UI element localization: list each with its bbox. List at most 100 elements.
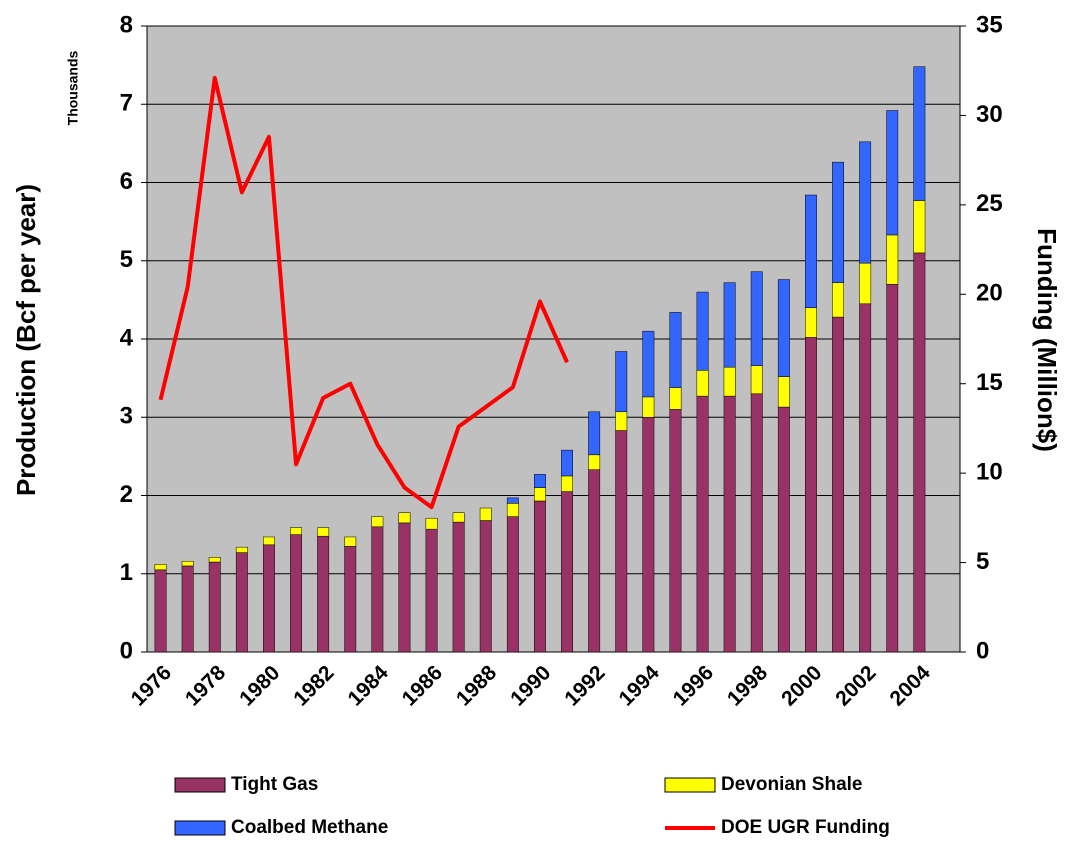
bar-segment [208, 557, 221, 563]
y-unit-label: Thousands [65, 50, 81, 125]
x-tick-label: 1978 [181, 661, 231, 711]
x-tick-label: 1994 [615, 661, 665, 711]
bar-segment [235, 546, 248, 553]
bar-segment [615, 411, 628, 431]
bar-segment [913, 66, 926, 201]
bar-segment [452, 521, 465, 653]
x-tick-label: 2000 [777, 661, 826, 710]
bar-segment [371, 526, 384, 653]
bar-segment [344, 536, 357, 547]
bar-segment [534, 500, 546, 653]
x-tick-label: 1982 [289, 661, 338, 710]
bar-segment [777, 279, 790, 377]
bar-segment [588, 454, 601, 470]
y2-tick-label: 0 [976, 637, 989, 664]
bar-segment [615, 351, 628, 413]
bar-segment [886, 283, 899, 653]
bar-segment [235, 552, 248, 653]
y2-tick-label: 30 [976, 101, 1003, 128]
bar-segment [750, 271, 763, 366]
bar-segment [832, 161, 844, 283]
x-tick-label: 1990 [506, 661, 555, 710]
y2-tick-label: 15 [976, 369, 1003, 396]
bar-segment [561, 491, 573, 653]
bar-segment [452, 512, 465, 523]
bar-segment [669, 387, 682, 410]
x-tick-label: 1984 [344, 661, 394, 711]
bar-segment [479, 520, 492, 653]
legend-swatch [174, 820, 226, 836]
y-tick-label: 1 [120, 559, 133, 586]
bar-segment [832, 316, 844, 653]
bar-segment [913, 252, 926, 653]
legend-label: Tight Gas [231, 774, 318, 795]
y-tick-label: 6 [120, 168, 133, 195]
bar-segment [642, 417, 655, 653]
legend-label: Coalbed Methane [231, 817, 388, 838]
y-tick-label: 8 [120, 11, 133, 38]
funding-line [158, 75, 569, 510]
bar-segment [642, 330, 655, 398]
y-tick-label: 3 [120, 403, 133, 430]
y-tick-label: 4 [120, 324, 134, 351]
bar-segment [181, 560, 194, 567]
bar-segment [506, 503, 519, 517]
bar-segment [154, 569, 167, 653]
bar-segment [263, 536, 275, 546]
y-axis-label: Production (Bcf per year) [11, 184, 41, 496]
y2-tick-label: 5 [976, 548, 989, 575]
y2-tick-label: 35 [976, 11, 1003, 38]
bar-segment [723, 282, 736, 368]
bar-segment [344, 546, 357, 653]
bar-segment [615, 430, 628, 653]
bar-segment [371, 516, 384, 528]
x-tick-label: 2002 [831, 661, 880, 710]
bar-segment [669, 312, 682, 388]
y2-tick-label: 25 [976, 190, 1003, 217]
bar-segment [669, 409, 682, 653]
bar-segment [832, 282, 844, 318]
bar-segment [696, 370, 709, 397]
y-tick-label: 2 [120, 481, 133, 508]
bar-segment [317, 527, 330, 537]
bar-segment [506, 497, 519, 504]
bar-segment [750, 393, 763, 653]
bar-segment [859, 262, 872, 305]
bar-segment [588, 411, 601, 456]
bar-segment [723, 395, 736, 653]
bar-segment [886, 234, 899, 285]
bar-segment [479, 507, 492, 521]
bar-segment [723, 366, 736, 397]
bar-segment [290, 534, 302, 653]
bar-segment [750, 365, 763, 395]
legend-swatch [174, 777, 226, 793]
bar-segment [859, 141, 872, 264]
bar-segment [398, 522, 411, 653]
bar-segment [588, 469, 601, 653]
bar-segment [425, 517, 438, 530]
x-tick-label: 1980 [235, 661, 284, 710]
bar-segment [805, 194, 817, 308]
bar-segment [642, 396, 655, 418]
legend-swatch [664, 777, 716, 793]
x-tick-label: 2004 [886, 661, 936, 711]
bar-segment [777, 406, 790, 653]
y2-axis-label: Funding (Million$) [1032, 228, 1062, 452]
bar-segment [886, 110, 899, 236]
bar-segment [859, 303, 872, 653]
y-tick-label: 0 [120, 637, 133, 664]
bar-segment [777, 376, 790, 408]
bar-segment [398, 512, 411, 524]
bar-segment [208, 561, 221, 653]
bar-segment [534, 474, 546, 488]
legend-label: Devonian Shale [721, 774, 863, 795]
bar-segment [561, 449, 573, 477]
x-tick-label: 1996 [669, 661, 718, 710]
x-tick-label: 1988 [452, 661, 502, 711]
y-tick-label: 7 [120, 90, 133, 117]
bar-segment [696, 291, 709, 371]
bar-segment [263, 544, 275, 653]
y-tick-label: 5 [120, 246, 133, 273]
y2-tick-label: 10 [976, 458, 1003, 485]
